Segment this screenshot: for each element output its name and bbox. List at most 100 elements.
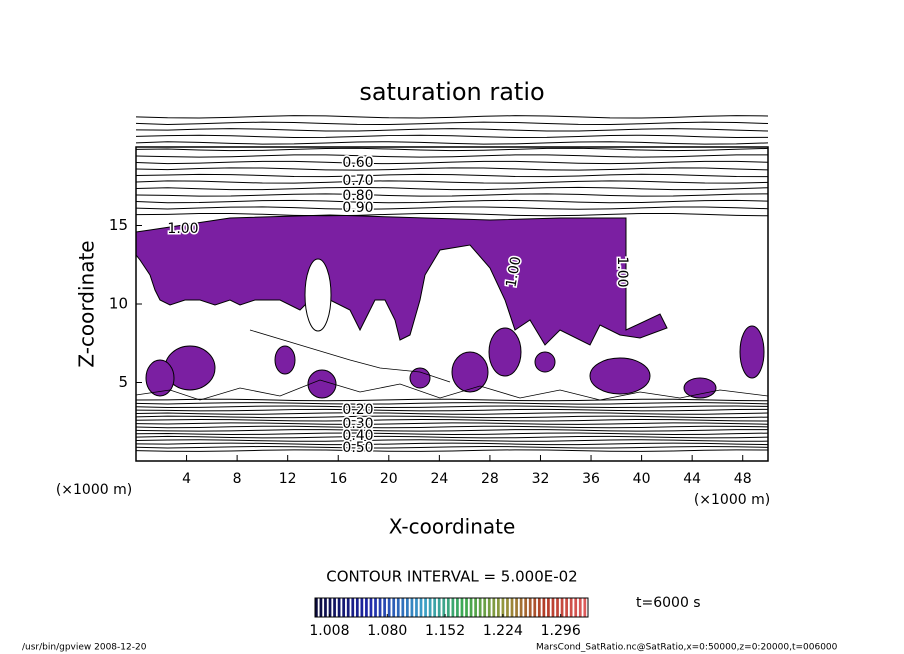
colorbar-stripe	[392, 598, 396, 617]
contour-line	[135, 439, 769, 442]
colorbar-stripe	[351, 598, 355, 617]
filled-blob	[409, 367, 431, 389]
colorbar-stripe	[383, 598, 386, 617]
filled-blob	[589, 357, 651, 395]
colorbar-stripe	[478, 598, 482, 617]
contour-label: 0.80	[342, 188, 373, 204]
contour-label: 0.30	[342, 416, 373, 432]
colorbar-stripe	[487, 598, 491, 617]
contour-line	[135, 160, 769, 165]
x-tick-label: 40	[633, 471, 651, 487]
filled-blob	[145, 359, 175, 397]
colorbar-stripe	[442, 598, 446, 617]
x-tick-label: 32	[532, 471, 550, 487]
colorbar-stripe	[396, 598, 400, 617]
colorbar-stripe	[565, 598, 568, 617]
colorbar-stripe	[365, 598, 368, 617]
colorbar-stripe	[551, 598, 555, 617]
contour-line	[135, 435, 769, 439]
x-tick-label: 24	[430, 471, 448, 487]
y-tick-label: 10	[109, 295, 128, 313]
contour-detail	[135, 379, 769, 401]
colorbar-stripe	[328, 598, 332, 617]
colorbar-stripe	[460, 598, 464, 617]
colorbar-stripe	[437, 598, 441, 617]
colorbar-stripe	[528, 598, 532, 617]
colorbar-stripe	[415, 598, 418, 617]
colorbar-stripe	[506, 598, 509, 617]
colorbar-frame	[314, 597, 589, 618]
y-axis-label: Z-coordinate	[75, 240, 99, 367]
contour-line	[135, 449, 769, 452]
colorbar-stripe	[560, 598, 564, 617]
colorbar-stripe	[446, 598, 450, 617]
contour-label: 0.20	[342, 402, 373, 418]
contour-line	[135, 167, 769, 171]
contour-line	[135, 206, 769, 210]
colorbar-stripe	[346, 598, 350, 617]
colorbar-stripe	[578, 598, 582, 617]
colorbar-stripe	[474, 598, 477, 617]
colorbar-tick-label: 1.080	[367, 623, 407, 639]
contour-line	[135, 442, 769, 446]
colorbar-stripe	[319, 598, 323, 617]
colorbar-stripe	[542, 598, 546, 617]
colorbar-stripe	[369, 598, 373, 617]
contour-line	[135, 422, 769, 425]
colorbar-stripe	[337, 598, 341, 617]
contour-line	[135, 402, 769, 405]
colorbar-stripe	[533, 598, 537, 617]
x-tick-label: 44	[683, 471, 701, 487]
x-unit-label: (×1000 m)	[56, 482, 132, 498]
colorbar-stripe	[401, 598, 405, 617]
contour-line	[135, 415, 769, 419]
x-tick-label: 8	[233, 471, 242, 487]
contour-line	[135, 212, 769, 217]
colorbar-stripe	[315, 598, 318, 617]
colorbar-tick-label: 1.296	[541, 623, 581, 639]
chart-title: saturation ratio	[359, 78, 544, 106]
contour-label: 0.50	[342, 440, 373, 456]
x-tick-label: 48	[734, 471, 752, 487]
contour-line	[135, 121, 769, 126]
x-tick-label: 12	[279, 471, 297, 487]
contour-label: 0.60	[342, 155, 373, 171]
x-tick-label: 4	[182, 471, 191, 487]
contour-line	[135, 398, 769, 402]
contour-line	[135, 412, 769, 415]
colorbar-stripe	[524, 598, 528, 617]
x-tick-label: 20	[380, 471, 398, 487]
time-label: t=6000 s	[636, 595, 701, 611]
contour-line	[135, 445, 769, 449]
colorbar-stripe	[451, 598, 455, 617]
plot-area: 0.600.700.800.901.001.00 1.000.200.300.40…	[135, 115, 769, 458]
filled-blob	[307, 369, 337, 399]
colorbar-stripe	[360, 598, 364, 617]
contour-line	[135, 186, 769, 191]
filled-blob	[451, 351, 489, 393]
contour-detail	[249, 329, 451, 383]
colorbar-stripe	[324, 598, 327, 617]
contour-label: 0.70	[342, 173, 373, 189]
contour-line	[135, 173, 769, 178]
filled-blob	[274, 345, 296, 375]
colorbar-stripe	[374, 598, 377, 617]
colorbar-stripe	[428, 598, 432, 617]
contour-line	[135, 418, 769, 422]
colorbar-stripe	[355, 598, 359, 617]
colorbar-stripe	[342, 598, 346, 617]
colorbar-stripe	[424, 598, 427, 617]
colorbar-stripe	[465, 598, 468, 617]
filled-region	[135, 214, 668, 346]
colorbar-stripe	[497, 598, 500, 617]
contour-line	[135, 128, 769, 132]
colorbar-stripe	[510, 598, 514, 617]
colorbar-stripe	[501, 598, 505, 617]
colorbar-stripe	[410, 598, 414, 617]
contour-line	[135, 115, 769, 119]
colorbar-stripe	[569, 598, 573, 617]
contour-line	[135, 180, 769, 184]
colorbar-stripe	[387, 598, 391, 617]
contour-line	[135, 425, 769, 429]
x-tick-label: 28	[481, 471, 499, 487]
